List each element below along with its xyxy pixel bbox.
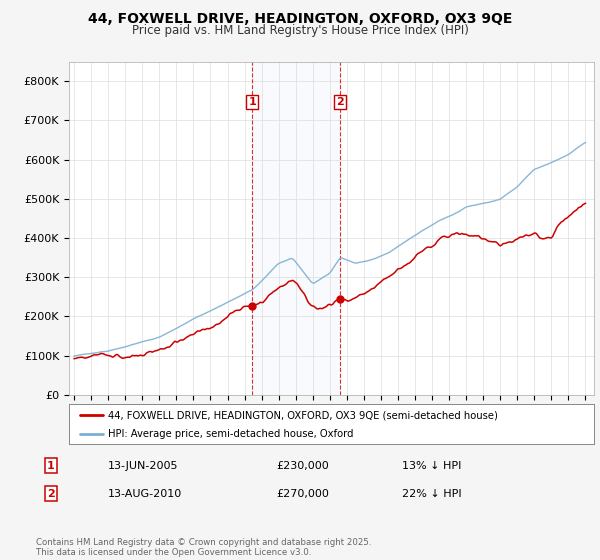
Text: £270,000: £270,000 [276, 489, 329, 499]
Bar [252, 62, 340, 395]
Text: 22% ↓ HPI: 22% ↓ HPI [402, 489, 461, 499]
Text: Price paid vs. HM Land Registry's House Price Index (HPI): Price paid vs. HM Land Registry's House … [131, 24, 469, 36]
Text: 13-AUG-2010: 13-AUG-2010 [108, 489, 182, 499]
Text: 44, FOXWELL DRIVE, HEADINGTON, OXFORD, OX3 9QE: 44, FOXWELL DRIVE, HEADINGTON, OXFORD, O… [88, 12, 512, 26]
Text: 44, FOXWELL DRIVE, HEADINGTON, OXFORD, OX3 9QE (semi-detached house): 44, FOXWELL DRIVE, HEADINGTON, OXFORD, O… [109, 410, 498, 421]
Text: 1: 1 [248, 96, 256, 106]
Text: Contains HM Land Registry data © Crown copyright and database right 2025.
This d: Contains HM Land Registry data © Crown c… [36, 538, 371, 557]
Text: 2: 2 [337, 96, 344, 106]
Text: 13-JUN-2005: 13-JUN-2005 [108, 461, 179, 471]
Text: HPI: Average price, semi-detached house, Oxford: HPI: Average price, semi-detached house,… [109, 429, 354, 438]
Text: 2: 2 [47, 489, 55, 499]
Text: 13% ↓ HPI: 13% ↓ HPI [402, 461, 461, 471]
Text: 1: 1 [47, 461, 55, 471]
Text: £230,000: £230,000 [276, 461, 329, 471]
